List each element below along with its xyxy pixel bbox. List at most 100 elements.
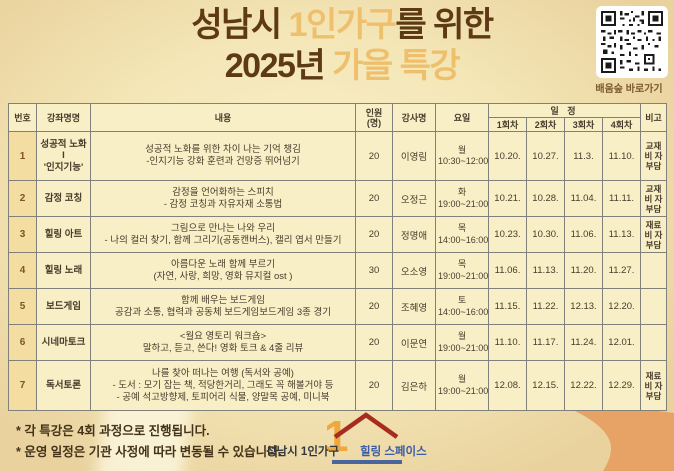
day-time: 화 19:00~21:00 (435, 180, 489, 217)
content-line: - 공예 석고방향제, 토피어리 식물, 양말목 공예, 미니북 (116, 391, 330, 403)
title-highlight: 가을 특강 (332, 47, 461, 85)
row-number: 5 (8, 288, 37, 325)
col-header-session-1: 1회차 (488, 117, 527, 132)
time: 14:00~16:00 (438, 234, 489, 245)
capacity: 30 (355, 252, 393, 289)
session-date-3: 12.22. (564, 360, 603, 411)
course-content: 성공적 노화를 위한 차이 나는 기억 챙김 -인지기능 강화 훈련과 건망증 … (90, 131, 356, 181)
content-line: (자연, 사랑, 희망, 영화 뮤지컬 ost ) (153, 270, 293, 282)
course-content: 감정을 언어화하는 스피치 - 감정 코칭과 자유자재 소통법 (90, 180, 356, 217)
session-date-4: 11.27. (602, 252, 641, 289)
page-title: 성남시 1인가구를 위한 2025년 가을 특강 (62, 5, 622, 87)
session-date-1: 11.06. (488, 252, 527, 289)
time: 19:00~21:00 (438, 270, 489, 281)
capacity-header-line2: (명) (366, 117, 382, 128)
course-name: 보드게임 (36, 288, 91, 325)
day: 월 (457, 374, 467, 384)
course-name: 독서토론 (36, 360, 91, 411)
house-roof-icon (333, 412, 399, 439)
session-date-3: 12.13. (564, 288, 603, 325)
session-date-4: 11.10. (602, 131, 641, 181)
remark: 교재비 자부담 (640, 180, 667, 217)
remark: 재료비 자부담 (640, 360, 667, 411)
qr-caption: 배움숲 바로가기 (595, 84, 663, 95)
title-text: 를 위한 (395, 6, 494, 44)
day-time: 월 19:00~21:00 (435, 360, 489, 411)
session-date-3: 11.3. (564, 131, 603, 181)
session-date-2: 11.22. (526, 288, 565, 325)
session-date-2: 11.13. (526, 252, 565, 289)
day-time: 월 19:00~21:00 (435, 324, 489, 361)
title-highlight: 1인가구 (288, 6, 397, 44)
content-line: - 도서 : 모기 잡는 책, 적당한거리, 그래도 꼭 해볼거야 등 (112, 379, 334, 391)
row-number: 1 (8, 131, 37, 181)
col-header-capacity: 인원 (명) (355, 103, 393, 132)
instructor: 이영림 (392, 131, 436, 181)
footnote-2: * 운영 일정은 기관 사정에 따라 변동될 수 있습니다. (16, 445, 283, 459)
time: 10:30~12:00 (438, 156, 489, 166)
table-row: 6 시네마토크 <월요 영토리 워크숍> 말하고, 듣고, 쓴다! 영화 토크 … (8, 324, 667, 361)
table-row: 1 성공적 노화 I '인지기능' 성공적 노화를 위한 차이 나는 기억 챙김… (8, 131, 667, 181)
session-date-4: 12.29. (602, 360, 641, 411)
time: 14:00~16:00 (438, 306, 489, 317)
col-header-session-4: 4회차 (602, 117, 641, 132)
content-line: 아름다운 노래 함께 부르기 (170, 258, 276, 270)
capacity: 20 (355, 360, 393, 411)
logo-underline (332, 460, 402, 464)
col-header-session-2: 2회차 (526, 117, 565, 132)
col-header-course: 강좌명명 (36, 103, 91, 132)
capacity: 20 (355, 131, 393, 181)
qr-pattern (601, 11, 663, 73)
remark (640, 252, 667, 289)
content-line: -인지기능 강화 훈련과 건망증 뛰어넘기 (146, 156, 300, 167)
remark: 재료비 자부담 (640, 216, 667, 253)
day: 목 (457, 223, 467, 233)
row-number: 7 (8, 360, 37, 411)
session-date-2: 12.15. (526, 360, 565, 411)
capacity: 20 (355, 324, 393, 361)
course-name: 감정 코칭 (36, 180, 91, 217)
title-line-2: 2025년 가을 특강 (62, 46, 622, 87)
day: 월 (457, 144, 467, 155)
course-name: 성공적 노화 I '인지기능' (36, 131, 91, 181)
session-date-2: 10.27. (526, 131, 565, 181)
content-line: 그림으로 만나는 나와 우리 (170, 222, 276, 234)
logo-text-left: 성남시 1인가구 (266, 446, 340, 458)
capacity: 20 (355, 288, 393, 325)
instructor: 조혜영 (392, 288, 436, 325)
time: 19:00~21:00 (438, 385, 489, 396)
capacity: 20 (355, 216, 393, 253)
time: 19:00~21:00 (438, 198, 489, 209)
course-name: 시네마토크 (36, 324, 91, 361)
day-time: 목 19:00~21:00 (435, 252, 489, 289)
session-date-3: 11.20. (564, 252, 603, 289)
day: 화 (457, 187, 467, 197)
row-number: 6 (8, 324, 37, 361)
remark (640, 288, 667, 325)
day-time: 목 14:00~16:00 (435, 216, 489, 253)
row-number: 3 (8, 216, 37, 253)
table-row: 3 힐링 아트 그림으로 만나는 나와 우리 - 나의 컬러 찾기, 함께 그리… (8, 216, 667, 253)
course-name: 힐링 노래 (36, 252, 91, 289)
session-date-4: 11.13. (602, 216, 641, 253)
org-logo: 1 성남시 1인가구 힐링 스페이스 (266, 410, 446, 468)
day-time: 월 10:30~12:00 (435, 131, 489, 181)
remark: 교재비 자부담 (640, 131, 667, 181)
remark (640, 324, 667, 361)
col-header-day: 요일 (435, 103, 489, 132)
table-row: 2 감정 코칭 감정을 언어화하는 스피치 - 감정 코칭과 자유자재 소통법 … (8, 180, 667, 217)
session-date-2: 10.30. (526, 216, 565, 253)
instructor: 오소영 (392, 252, 436, 289)
row-number: 2 (8, 180, 37, 217)
course-content: 그림으로 만나는 나와 우리 - 나의 컬러 찾기, 함께 그리기(공동캔버스)… (90, 216, 356, 253)
row-number: 4 (8, 252, 37, 289)
day: 월 (457, 331, 467, 341)
lecture-schedule-table: 번호 강좌명명 내용 인원 (명) 강사명 요일 일 정 비고 1회차 2회차 … (8, 103, 667, 411)
session-date-3: 11.04. (564, 180, 603, 217)
title-text: 성남시 (191, 6, 289, 44)
instructor: 이문연 (392, 324, 436, 361)
content-line: - 나의 컬러 찾기, 함께 그리기(공동캔버스), 캘리 엽서 만들기 (104, 234, 342, 246)
session-date-2: 10.28. (526, 180, 565, 217)
session-date-2: 11.17. (526, 324, 565, 361)
session-date-3: 11.24. (564, 324, 603, 361)
